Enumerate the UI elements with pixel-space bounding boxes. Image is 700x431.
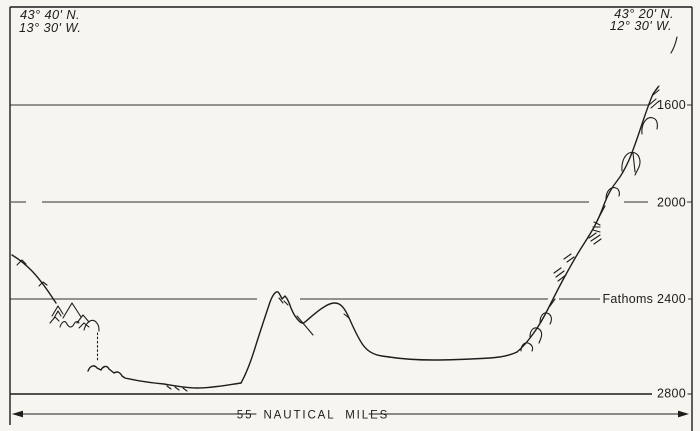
- scale-arrow-right-icon: [678, 410, 689, 418]
- profile-basin-floor: [388, 351, 518, 361]
- tick-label-2000: 2000: [657, 196, 686, 210]
- profile-abyssal-plain-left: [87, 365, 242, 389]
- tick-label-2800: 2800: [657, 387, 686, 401]
- tick-label-fathoms-2400: Fathoms 2400: [602, 292, 686, 306]
- distance-scale-bar: 55 NAUTICAL MILES: [12, 410, 689, 422]
- abyssal-plain-hatch-marks: [166, 385, 188, 392]
- coord-top-right-longitude: 12° 30' W.: [610, 18, 672, 33]
- depth-axis-labels: 1600 2000 Fathoms 2400 2800: [602, 98, 686, 401]
- scale-label: 55 NAUTICAL MILES: [237, 410, 389, 422]
- peak-symbols-cluster: [49, 302, 100, 332]
- depth-gridlines: [10, 104, 692, 395]
- hyperbolic-echo-marks: [520, 85, 660, 352]
- seamount-summit-hatches: [278, 297, 350, 319]
- endpoint-coordinates: 43° 40' N. 13° 30' W. 43° 20' N. 12° 30'…: [19, 6, 674, 35]
- profile-central-seamounts: [240, 291, 390, 384]
- surface-flick-mark: [670, 36, 678, 54]
- coord-top-left-latitude: 43° 40' N.: [20, 7, 80, 22]
- tick-label-1600: 1600: [657, 98, 686, 112]
- seafloor-profile: [11, 36, 678, 392]
- chart-frame: [9, 6, 693, 431]
- coord-top-left-longitude: 13° 30' W.: [19, 20, 81, 35]
- coord-top-right-latitude: 43° 20' N.: [614, 6, 674, 21]
- scale-arrow-left-icon: [12, 410, 23, 418]
- side-echo-stroke: [296, 315, 314, 336]
- left-slope-hatch-marks: [16, 259, 48, 287]
- profile-right-slope: [516, 86, 659, 353]
